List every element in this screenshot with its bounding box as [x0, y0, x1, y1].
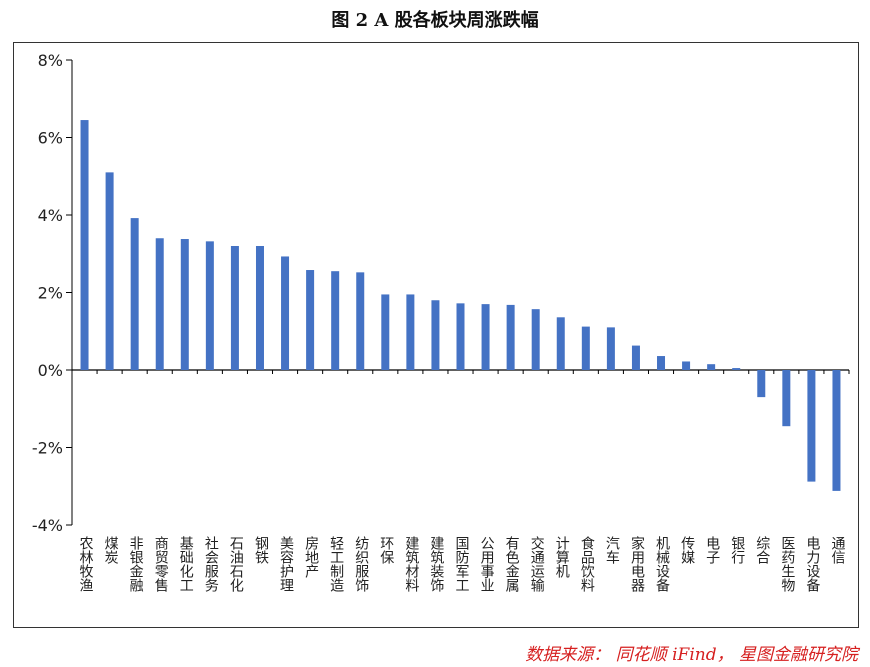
chart-title: 图 2 A 股各板块周涨跌幅	[331, 10, 539, 31]
bar-30	[807, 370, 816, 482]
bar-2	[105, 172, 114, 370]
y-tick-label: 8%	[38, 51, 63, 70]
x-tick-label: 机械设备	[654, 536, 670, 592]
bar-28	[757, 370, 766, 398]
bar-4	[155, 238, 164, 370]
y-tick-label: 0%	[38, 361, 63, 380]
bar-1	[80, 120, 89, 370]
bar-20	[556, 317, 565, 370]
x-tick-label: 传媒	[679, 536, 695, 564]
y-tick-label: -2%	[32, 439, 63, 458]
bar-11	[331, 271, 340, 370]
bar-12	[356, 272, 365, 370]
y-tick-label: 2%	[38, 284, 63, 303]
bar-29	[782, 370, 791, 427]
x-tick-label: 计算机	[554, 536, 570, 579]
bar-15	[431, 300, 440, 370]
x-tick-label: 钢铁	[253, 536, 269, 564]
bar-17	[481, 304, 490, 370]
bar-10	[306, 270, 315, 370]
source-note: 数据来源： 同花顺 iFind， 星图金融研究院	[525, 645, 858, 665]
bar-27	[732, 368, 741, 370]
x-tick-label: 房地产	[303, 536, 319, 579]
x-tick-label: 环保	[378, 536, 394, 564]
x-tick-label: 非银金融	[128, 536, 144, 592]
x-tick-label: 基础化工	[178, 535, 194, 592]
y-tick-label: 4%	[38, 206, 63, 225]
bar-3	[130, 218, 139, 370]
x-tick-label: 国防军工	[454, 536, 470, 592]
x-tick-label: 汽车	[604, 536, 620, 564]
plot-frame	[13, 42, 859, 628]
x-tick-label: 建筑装饰	[428, 536, 444, 592]
x-tick-label: 轻工制造	[328, 536, 344, 593]
bar-9	[281, 256, 290, 370]
x-tick-label: 食品饮料	[579, 535, 595, 592]
x-tick-label: 交通运输	[529, 535, 545, 592]
bar-23	[631, 345, 640, 370]
bar-22	[606, 327, 615, 370]
y-tick-label: 6%	[38, 129, 63, 148]
x-tick-label: 通信	[829, 536, 845, 564]
x-tick-label: 美容护理	[278, 536, 294, 592]
bar-14	[406, 294, 415, 370]
bar-16	[456, 303, 465, 370]
x-tick-label: 农林牧渔	[78, 536, 94, 592]
x-tick-label: 有色金属	[504, 536, 520, 592]
bar-31	[832, 370, 841, 491]
x-tick-label: 石油石化	[228, 536, 244, 593]
x-tick-label: 建筑材料	[403, 536, 419, 592]
bar-26	[707, 364, 716, 370]
x-tick-label: 医药生物	[779, 536, 795, 593]
bar-25	[682, 361, 691, 370]
bar-24	[657, 356, 666, 370]
bar-6	[205, 241, 214, 370]
bar-13	[381, 294, 390, 370]
bar-18	[506, 304, 515, 370]
x-tick-label: 公用事业	[479, 536, 495, 592]
bar-5	[180, 239, 189, 370]
x-tick-label: 电力设备	[804, 536, 820, 592]
bar-7	[230, 246, 239, 370]
x-tick-label: 社会服务	[203, 536, 219, 592]
bar-8	[255, 246, 264, 370]
x-tick-label: 家用电器	[629, 535, 645, 592]
bar-21	[581, 326, 590, 370]
x-tick-label: 纺织服饰	[353, 536, 369, 592]
bar-19	[531, 309, 540, 370]
x-tick-label: 电子	[704, 536, 720, 564]
x-tick-label: 综合	[754, 536, 770, 564]
y-tick-label: -4%	[32, 516, 63, 535]
x-tick-label: 商贸零售	[153, 536, 169, 592]
x-tick-label: 煤炭	[103, 536, 119, 564]
x-tick-label: 银行	[729, 536, 745, 565]
